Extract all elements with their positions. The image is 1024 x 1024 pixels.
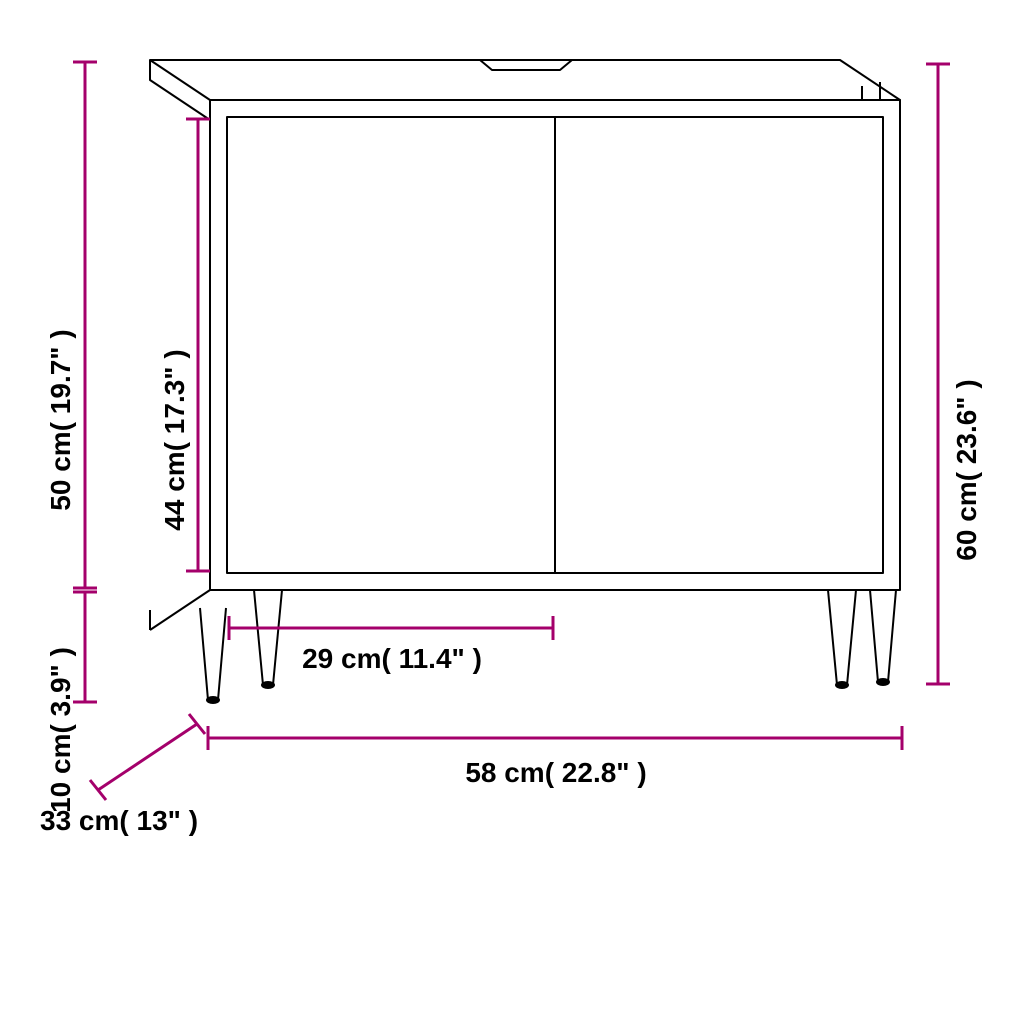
- label-29: 29 cm( 11.4" ): [302, 643, 482, 674]
- dim-width-58: [208, 726, 902, 750]
- cabinet-outline: [150, 60, 900, 703]
- dim-height-10: [73, 592, 97, 702]
- dim-height-50: [73, 62, 97, 588]
- label-58: 58 cm( 22.8" ): [465, 757, 646, 788]
- dim-depth-33: [90, 714, 205, 800]
- dim-height-60: [926, 64, 950, 684]
- label-33: 33 cm( 13" ): [40, 805, 198, 836]
- dimension-labels: 50 cm( 19.7" ) 44 cm( 17.3" ) 10 cm( 3.9…: [40, 329, 982, 836]
- dimension-lines: [73, 62, 950, 800]
- label-60: 60 cm( 23.6" ): [951, 379, 982, 560]
- label-50: 50 cm( 19.7" ): [45, 329, 76, 510]
- dimension-diagram: 50 cm( 19.7" ) 44 cm( 17.3" ) 10 cm( 3.9…: [0, 0, 1024, 1024]
- label-10: 10 cm( 3.9" ): [45, 647, 76, 813]
- label-44: 44 cm( 17.3" ): [159, 349, 190, 530]
